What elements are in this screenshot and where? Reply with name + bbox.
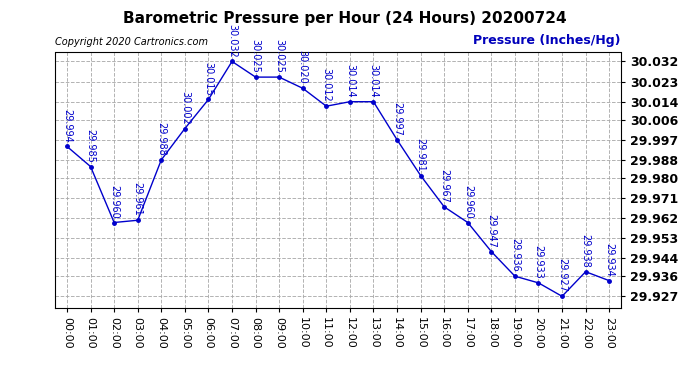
Text: 29.961: 29.961 <box>132 182 143 216</box>
Text: 29.947: 29.947 <box>486 213 496 248</box>
Text: 29.927: 29.927 <box>557 258 567 292</box>
Text: 29.938: 29.938 <box>581 234 591 267</box>
Text: 30.032: 30.032 <box>227 24 237 57</box>
Text: 30.002: 30.002 <box>180 91 190 124</box>
Text: 30.014: 30.014 <box>345 64 355 98</box>
Text: 30.014: 30.014 <box>368 64 378 98</box>
Text: 29.988: 29.988 <box>157 122 166 156</box>
Text: Barometric Pressure per Hour (24 Hours) 20200724: Barometric Pressure per Hour (24 Hours) … <box>124 11 566 26</box>
Text: 29.936: 29.936 <box>510 238 520 272</box>
Text: 29.960: 29.960 <box>463 184 473 218</box>
Text: 29.981: 29.981 <box>415 138 426 171</box>
Text: 30.025: 30.025 <box>274 39 284 73</box>
Text: 29.985: 29.985 <box>86 129 95 162</box>
Text: 29.994: 29.994 <box>62 108 72 142</box>
Text: 30.025: 30.025 <box>250 39 261 73</box>
Text: 30.015: 30.015 <box>204 62 213 95</box>
Text: Copyright 2020 Cartronics.com: Copyright 2020 Cartronics.com <box>55 38 208 47</box>
Text: 29.997: 29.997 <box>392 102 402 136</box>
Text: 29.960: 29.960 <box>109 184 119 218</box>
Text: Pressure (Inches/Hg): Pressure (Inches/Hg) <box>473 34 621 47</box>
Text: 29.967: 29.967 <box>440 169 449 202</box>
Text: 29.934: 29.934 <box>604 243 614 276</box>
Text: 30.020: 30.020 <box>298 50 308 84</box>
Text: 30.012: 30.012 <box>322 68 331 102</box>
Text: 29.933: 29.933 <box>533 245 544 279</box>
